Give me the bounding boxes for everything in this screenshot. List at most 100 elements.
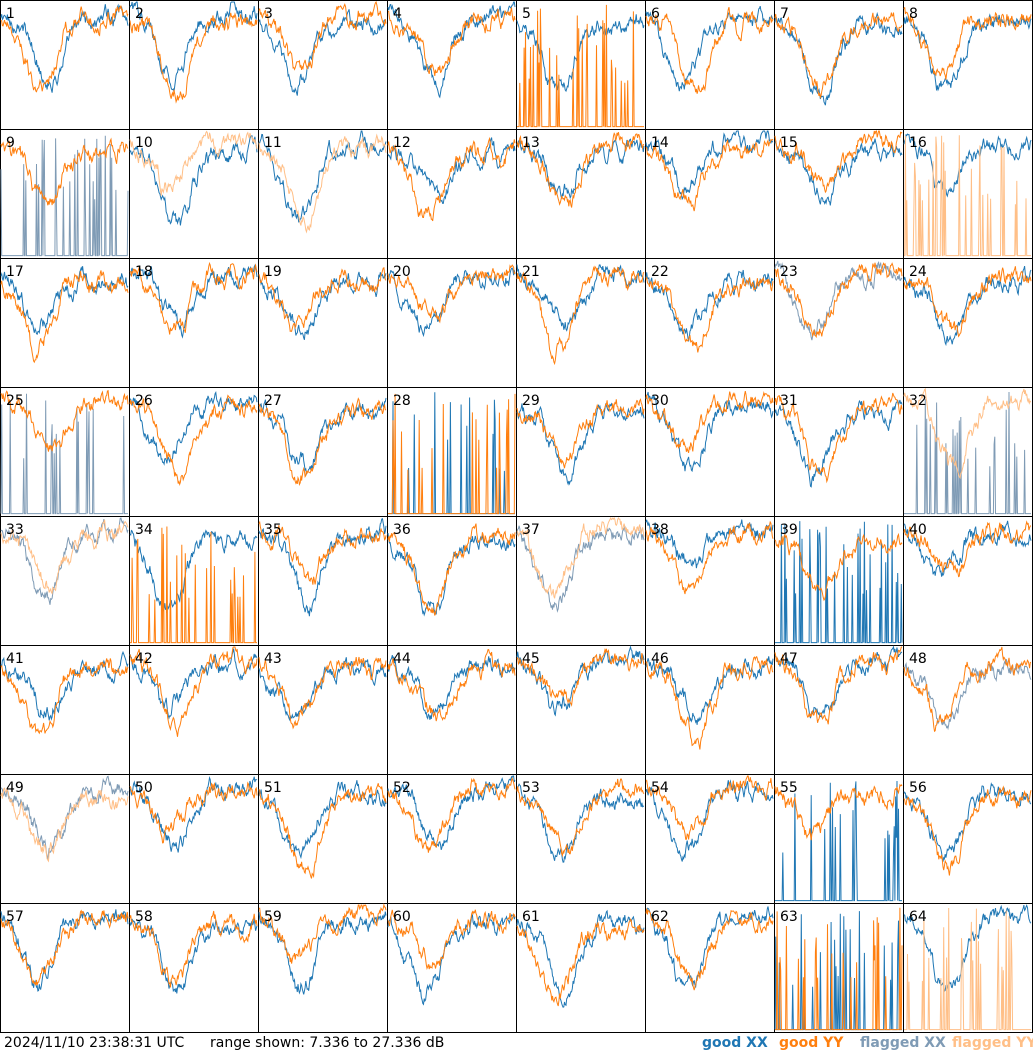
panel-frame: [645, 903, 775, 1033]
legend-flagged-xx: flagged XX: [860, 1035, 946, 1051]
panel-number: 4: [393, 6, 402, 22]
panel-number: 25: [6, 393, 24, 409]
yy-trace: [387, 649, 516, 722]
xx-trace: [0, 650, 129, 721]
panel-number: 53: [522, 780, 540, 796]
panel-number: 18: [135, 264, 153, 280]
spectrum-panel: 54: [645, 774, 775, 904]
panel-number: 26: [135, 393, 153, 409]
panel-number: 22: [651, 264, 669, 280]
xx-trace: [774, 399, 903, 488]
yy-trace: [0, 909, 129, 986]
yy-trace: [129, 910, 258, 988]
xx-trace: [387, 1, 516, 99]
xx-trace: [774, 260, 903, 341]
spectrum-panel: 33: [0, 516, 130, 646]
yy-trace: [0, 519, 129, 595]
xx-trace: [645, 519, 774, 569]
xx-trace: [516, 138, 645, 200]
yy-trace: [645, 138, 774, 212]
spectrum-panel: 7: [774, 0, 904, 130]
yy-trace: [516, 516, 645, 599]
xx-trace: [129, 648, 258, 720]
xx-trace: [904, 391, 1031, 515]
spectrum-panel: 18: [129, 258, 259, 388]
xx-trace: [516, 264, 645, 332]
yy-trace: [387, 523, 516, 616]
spectrum-panel: 50: [129, 774, 259, 904]
yy-trace: [129, 130, 258, 196]
spectrum-panel: 1: [0, 0, 130, 130]
panel-number: 45: [522, 651, 540, 667]
xx-trace: [903, 265, 1032, 347]
panel-number: 9: [6, 135, 15, 151]
yy-trace: [903, 387, 1032, 480]
spectrum-panel: 15: [774, 129, 904, 259]
panel-number: 32: [909, 393, 927, 409]
spectrum-panel: 11: [258, 129, 388, 259]
panel-number: 23: [780, 264, 798, 280]
spectrum-panel: 29: [516, 387, 646, 517]
panel-frame: [387, 516, 517, 646]
panel-number: 36: [393, 522, 411, 538]
panel-frame: [516, 903, 646, 1033]
spectrum-panel: 39: [774, 516, 904, 646]
spectrum-panel: 37: [516, 516, 646, 646]
panel-number: 39: [780, 522, 798, 538]
panel-number: 44: [393, 651, 411, 667]
panel-number: 28: [393, 393, 411, 409]
xx-trace: [645, 779, 774, 862]
panel-number: 59: [264, 909, 282, 925]
spectrum-panel: 42: [129, 645, 259, 775]
panel-number: 16: [909, 135, 927, 151]
panel-frame: [774, 129, 904, 259]
panel-number: 54: [651, 780, 669, 796]
panel-number: 6: [651, 6, 660, 22]
panel-number: 24: [909, 264, 927, 280]
yy-trace: [0, 787, 129, 863]
panel-number: 10: [135, 135, 153, 151]
yy-trace: [774, 262, 903, 339]
spectrum-panel: 35: [258, 516, 388, 646]
yy-trace: [129, 261, 258, 335]
xx-trace: [645, 130, 774, 201]
yy-trace: [645, 655, 774, 750]
yy-trace: [774, 532, 903, 602]
panel-number: 19: [264, 264, 282, 280]
xx-trace: [129, 776, 258, 853]
panel-number: 21: [522, 264, 540, 280]
panel-number: 13: [522, 135, 540, 151]
spectrum-panel: 52: [387, 774, 517, 904]
panel-number: 11: [264, 135, 282, 151]
panel-frame: [387, 0, 517, 130]
yy-trace: [774, 130, 903, 194]
xx-trace: [129, 918, 258, 994]
yy-trace: [0, 137, 129, 206]
timestamp-label: 2024/11/10 23:38:31 UTC: [4, 1035, 185, 1051]
yy-trace: [258, 0, 387, 71]
spectrum-panel: 46: [645, 645, 775, 775]
panel-number: 37: [522, 522, 540, 538]
xx-trace: [129, 263, 258, 339]
xx-trace: [258, 780, 387, 860]
yy-trace: [904, 907, 1031, 1031]
spectrum-panel: 25: [0, 387, 130, 517]
xx-trace: [645, 5, 774, 92]
panel-frame: [387, 903, 517, 1033]
panel-number: 62: [651, 909, 669, 925]
panel-number: 1: [6, 6, 15, 22]
yy-trace: [129, 12, 258, 104]
xx-trace: [387, 137, 516, 204]
spectrum-panel: 43: [258, 645, 388, 775]
panel-frame: [0, 774, 130, 904]
panel-number: 17: [6, 264, 24, 280]
panel-number: 2: [135, 6, 144, 22]
xx-trace: [129, 390, 258, 466]
panel-number: 3: [264, 6, 273, 22]
spectrum-panel: 14: [645, 129, 775, 259]
range-label: range shown: 7.336 to 27.336 dB: [210, 1035, 445, 1051]
spectrum-panel: 6: [645, 0, 775, 130]
spectrum-panel: 38: [645, 516, 775, 646]
panel-number: 63: [780, 909, 798, 925]
